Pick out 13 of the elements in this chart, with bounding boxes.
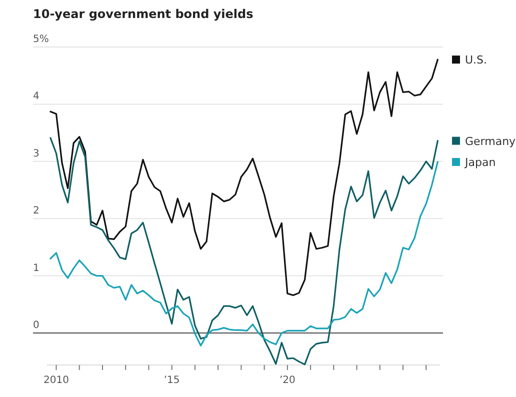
x-tick-label: ’20 bbox=[279, 375, 296, 386]
y-tick-label: 2 bbox=[33, 206, 40, 217]
legend-label: U.S. bbox=[465, 54, 488, 67]
x-tick-label: ’15 bbox=[164, 375, 180, 386]
y-tick-label: 4 bbox=[33, 91, 40, 102]
chart-title: 10-year government bond yields bbox=[33, 7, 254, 21]
x-tick-label: 2010 bbox=[44, 375, 69, 386]
legend-label: Germany bbox=[465, 134, 516, 148]
y-tick-label: 3 bbox=[33, 148, 40, 160]
y-tick-label: 5% bbox=[33, 34, 49, 45]
y-tick-label: 1 bbox=[33, 262, 40, 274]
y-tick-label: 0 bbox=[33, 320, 40, 331]
legend-label: Japan bbox=[464, 156, 496, 169]
